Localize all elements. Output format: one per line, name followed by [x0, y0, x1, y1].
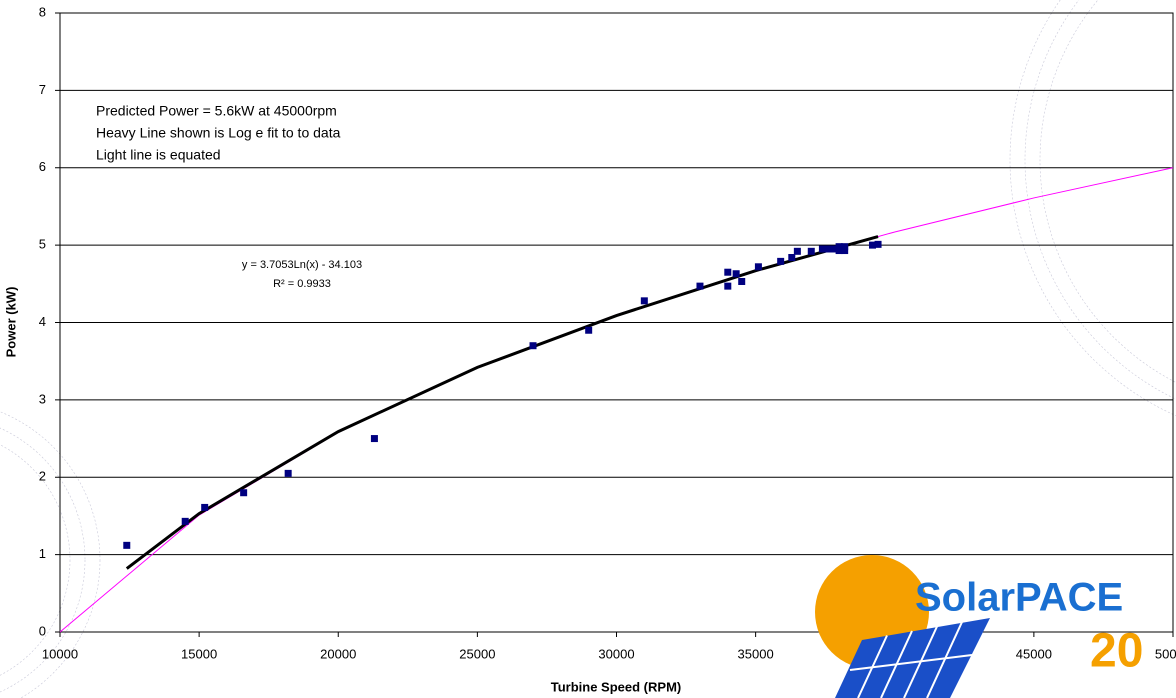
data-point — [835, 247, 843, 255]
logo-panel-line — [849, 654, 973, 671]
x-tick-label: 25000 — [459, 646, 495, 661]
data-point — [284, 469, 292, 477]
y-tick-label: 8 — [39, 4, 46, 19]
fit-r-squared: R² = 0.9933 — [273, 278, 331, 290]
x-tick-label: 10000 — [42, 646, 78, 661]
logo: SolarPACE 20 — [815, 555, 1143, 698]
data-point — [181, 517, 189, 525]
annotation: Heavy Line shown is Log e fit to to data — [96, 125, 341, 141]
data-point — [818, 245, 826, 253]
data-point — [777, 257, 785, 265]
data-point — [585, 326, 593, 334]
y-tick-label: 7 — [39, 82, 46, 97]
data-point — [793, 247, 801, 255]
data-point — [788, 254, 796, 262]
data-point — [123, 541, 131, 549]
x-tick-label: 15000 — [181, 646, 217, 661]
x-tick-label: 45000 — [1016, 646, 1052, 661]
data-point — [724, 268, 732, 276]
logo-text: SolarPACE — [915, 576, 1123, 620]
fit-line — [125, 235, 879, 570]
data-point — [830, 245, 838, 253]
data-point — [754, 263, 762, 271]
y-tick-label: 6 — [39, 159, 46, 174]
data-point — [807, 247, 815, 255]
x-tick-label: 50000 — [1155, 646, 1176, 661]
x-tick-label: 35000 — [738, 646, 774, 661]
y-tick-label: 4 — [39, 314, 46, 329]
annotation: Light line is equated — [96, 147, 221, 163]
data-point — [370, 435, 378, 443]
data-point — [201, 503, 209, 511]
data-point — [732, 270, 740, 278]
y-tick-label: 1 — [39, 546, 46, 561]
data-point — [874, 240, 882, 248]
y-tick-label: 3 — [39, 391, 46, 406]
x-axis-title: Turbine Speed (RPM) — [551, 679, 681, 694]
annotation: Predicted Power = 5.6kW at 45000rpm — [96, 103, 337, 119]
logo-year: 20 — [1090, 625, 1143, 678]
y-tick-label: 0 — [39, 623, 46, 638]
data-point — [529, 342, 537, 350]
data-point — [841, 247, 849, 255]
data-point — [240, 489, 248, 497]
logo-panel-line — [926, 621, 963, 698]
data-point — [738, 277, 746, 285]
x-tick-label: 30000 — [598, 646, 634, 661]
x-tick-label: 20000 — [320, 646, 356, 661]
data-point — [835, 243, 843, 251]
y-tick-label: 2 — [39, 469, 46, 484]
data-point — [724, 282, 732, 290]
data-point — [868, 241, 876, 249]
fit-equation: y = 3.7053Ln(x) - 34.103 — [242, 259, 362, 271]
y-tick-label: 5 — [39, 237, 46, 252]
logo-panel — [835, 618, 990, 698]
data-point — [824, 245, 832, 253]
data-point — [841, 243, 849, 251]
y-axis-title: Power (kW) — [3, 287, 18, 358]
data-point — [696, 282, 704, 290]
data-point — [640, 297, 648, 305]
